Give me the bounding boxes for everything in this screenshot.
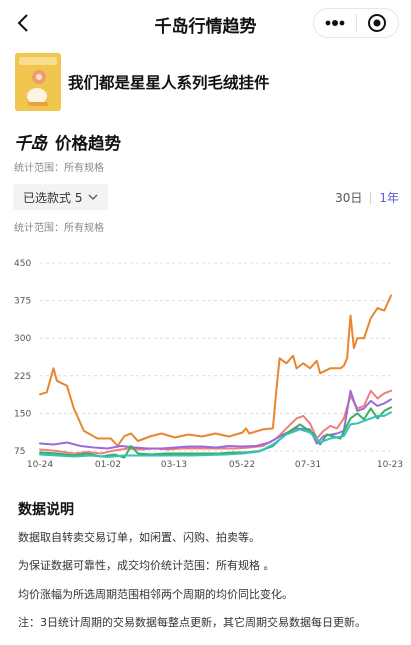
- back-button[interactable]: [8, 8, 38, 38]
- y-tick-label: 75: [14, 447, 25, 457]
- tab-30-days[interactable]: 30日: [335, 191, 363, 205]
- y-tick-label: 450: [14, 259, 31, 269]
- note-line: 为保证数据可靠性，成交均价统计范围：所有规格 。: [18, 559, 275, 572]
- product-name: 我们都是星星人系列毛绒挂件: [68, 74, 270, 92]
- series-line: [39, 389, 392, 450]
- period-divider: [370, 191, 372, 204]
- style-select-label: 已选款式 5: [23, 190, 83, 205]
- series-line: [39, 389, 392, 455]
- product-thumbnail: [15, 53, 61, 111]
- chevron-left-icon: [17, 14, 28, 32]
- x-tick-label: 01-02: [95, 460, 121, 470]
- section-header: 千岛 价格趋势: [14, 129, 121, 155]
- x-tick-label: 07-31: [295, 460, 321, 470]
- note-line: 均价涨幅为所选周期范围相邻两个周期的均价同比变化。: [18, 588, 293, 601]
- y-tick-label: 375: [14, 297, 31, 307]
- y-tick-label: 225: [14, 372, 31, 382]
- more-dots-icon: [325, 20, 345, 26]
- series-line: [39, 294, 392, 447]
- series-line: [39, 406, 392, 459]
- x-tick-label: 05-22: [229, 460, 255, 470]
- y-tick-label: 300: [14, 334, 31, 344]
- page-title: 千岛行情趋势: [154, 17, 257, 37]
- series-line: [39, 411, 392, 458]
- chart-scope-label: 统计范围：所有规格: [14, 223, 104, 234]
- top-bar: 千岛行情趋势: [0, 0, 411, 46]
- note-line: 数据取自转卖交易订单，如闲置、闪购、拍卖等。: [18, 531, 260, 544]
- product-header[interactable]: 我们都是星星人系列毛绒挂件: [15, 53, 395, 111]
- x-tick-label: 10-24: [27, 460, 53, 470]
- more-button[interactable]: [314, 9, 356, 37]
- target-circle-icon: [368, 14, 387, 32]
- style-select[interactable]: 已选款式 5: [13, 184, 109, 210]
- capsule-divider: [356, 14, 357, 32]
- brand-logo: 千岛: [14, 134, 47, 154]
- tab-1-year[interactable]: 1年: [379, 191, 399, 205]
- scope-label: 统计范围：所有规格: [14, 163, 104, 174]
- x-tick-label: 10-23: [377, 460, 403, 470]
- close-button[interactable]: [357, 9, 398, 37]
- chevron-down-icon: [88, 194, 98, 200]
- y-tick-label: 150: [14, 409, 31, 419]
- x-tick-label: 03-13: [161, 460, 187, 470]
- section-title: 价格趋势: [55, 133, 121, 153]
- period-tabs: 30日 1年: [335, 189, 399, 206]
- note-line: 注：3日统计周期的交易数据每整点更新，其它周期交易数据每日更新。: [18, 616, 366, 629]
- notes-title: 数据说明: [18, 502, 74, 518]
- mini-program-capsule: [313, 8, 399, 38]
